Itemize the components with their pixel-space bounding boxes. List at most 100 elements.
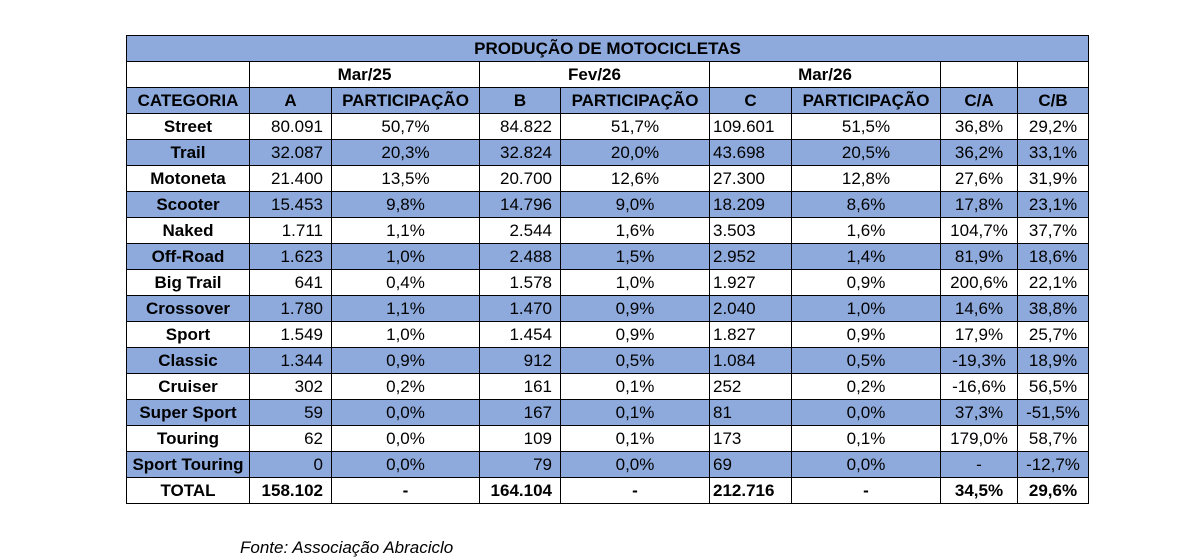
value-cell: 0,1% (560, 399, 710, 426)
value-cell: 0,1% (560, 425, 710, 452)
column-header: CATEGORIA (126, 87, 250, 114)
value-cell: 167 (479, 399, 561, 426)
category-cell: Off-Road (126, 243, 250, 270)
value-cell: 161 (479, 373, 561, 400)
value-cell: 32.824 (479, 139, 561, 166)
value-cell: 302 (249, 373, 332, 400)
value-cell: 50,7% (331, 113, 480, 140)
value-cell: 27.300 (709, 165, 792, 192)
table-row: Classic 1.344 0,9% 912 0,5% 1.084 0,5% -19,3% 18… (126, 347, 1089, 374)
value-cell: 81 (709, 399, 792, 426)
total-row: TOTAL 158.102-164.104-212.716-34,5% 29,6% (126, 477, 1089, 504)
table-row: Big Trail 641 0,4% 1.578 1,0% 1.927 0,9% 200,6%… (126, 269, 1089, 296)
value-cell: 1.084 (709, 347, 792, 374)
value-cell: 34,5% (940, 477, 1018, 504)
category-cell: Sport Touring (126, 451, 250, 478)
value-cell: 79 (479, 451, 561, 478)
value-cell: 0,1% (791, 425, 941, 452)
value-cell: 29,2% (1017, 113, 1089, 140)
value-cell: 22,1% (1017, 269, 1089, 296)
value-cell: 2.040 (709, 295, 792, 322)
value-cell: 58,7% (1017, 425, 1089, 452)
empty-cell (126, 61, 250, 88)
value-cell: 1,0% (791, 295, 941, 322)
column-header: C/B (1017, 87, 1089, 114)
value-cell: 33,1% (1017, 139, 1089, 166)
value-cell: 84.822 (479, 113, 561, 140)
value-cell: 38,8% (1017, 295, 1089, 322)
value-cell: 36,8% (940, 113, 1018, 140)
value-cell: 1,6% (791, 217, 941, 244)
value-cell: 29,6% (1017, 477, 1089, 504)
value-cell: - (791, 477, 941, 504)
production-table: PRODUÇÃO DE MOTOCICLETAS Mar/25 Fev/26 M… (126, 35, 1089, 504)
value-cell: 1.549 (249, 321, 332, 348)
value-cell: -19,3% (940, 347, 1018, 374)
value-cell: 18,9% (1017, 347, 1089, 374)
value-cell: 18,6% (1017, 243, 1089, 270)
value-cell: 17,8% (940, 191, 1018, 218)
table-row: Sport Touring 0 0,0% 79 0,0% 69 0,0% - -12,7% (126, 451, 1089, 478)
value-cell: 1.454 (479, 321, 561, 348)
table-row: Scooter 15.453 9,8% 14.796 9,0% 18.209 8,6% 17,… (126, 191, 1089, 218)
value-cell: -51,5% (1017, 399, 1089, 426)
table-row: Cruiser 302 0,2% 161 0,1% 252 0,2% -16,6% 56,5% (126, 373, 1089, 400)
table-row: Naked 1.711 1,1% 2.544 1,6% 3.503 1,6% 104,7% 37… (126, 217, 1089, 244)
value-cell: 1.470 (479, 295, 561, 322)
column-header: PARTICIPAÇÃO (560, 87, 710, 114)
value-cell: 0,9% (791, 321, 941, 348)
value-cell: 212.716 (709, 477, 792, 504)
value-cell: 0,0% (791, 399, 941, 426)
table-row: Off-Road 1.623 1,0% 2.488 1,5% 2.952 1,4% 81,9%… (126, 243, 1089, 270)
source-note: Fonte: Associação Abraciclo (240, 538, 454, 557)
value-cell: 27,6% (940, 165, 1018, 192)
value-cell: 104,7% (940, 217, 1018, 244)
column-header: C/A (940, 87, 1018, 114)
table-row: Super Sport 59 0,0% 167 0,1% 81 0,0% 37,3% -51,5… (126, 399, 1089, 426)
column-header: PARTICIPAÇÃO (791, 87, 941, 114)
column-header: A (249, 87, 332, 114)
category-cell: Sport (126, 321, 250, 348)
column-header-row: CATEGORIA A PARTICIPAÇÃO B PARTICIPAÇÃO … (126, 87, 1089, 114)
value-cell: 109.601 (709, 113, 792, 140)
value-cell: 62 (249, 425, 332, 452)
value-cell: 0,9% (560, 295, 710, 322)
value-cell: 31,9% (1017, 165, 1089, 192)
value-cell: 0,9% (791, 269, 941, 296)
value-cell: 20.700 (479, 165, 561, 192)
value-cell: 158.102 (249, 477, 332, 504)
value-cell: 17,9% (940, 321, 1018, 348)
value-cell: 0,0% (331, 425, 480, 452)
value-cell: 0,9% (331, 347, 480, 374)
value-cell: 56,5% (1017, 373, 1089, 400)
value-cell: 0,9% (560, 321, 710, 348)
value-cell: 12,6% (560, 165, 710, 192)
value-cell: 1,0% (560, 269, 710, 296)
category-cell: Crossover (126, 295, 250, 322)
value-cell: 51,7% (560, 113, 710, 140)
value-cell: 1,6% (560, 217, 710, 244)
value-cell: 0,5% (560, 347, 710, 374)
value-cell: 18.209 (709, 191, 792, 218)
column-header: C (709, 87, 792, 114)
category-cell: TOTAL (126, 477, 250, 504)
category-cell: Trail (126, 139, 250, 166)
value-cell: 2.488 (479, 243, 561, 270)
value-cell: 0,1% (560, 373, 710, 400)
value-cell: 1.623 (249, 243, 332, 270)
value-cell: 2.952 (709, 243, 792, 270)
value-cell: 1,5% (560, 243, 710, 270)
value-cell: 32.087 (249, 139, 332, 166)
table-row: Crossover 1.780 1,1% 1.470 0,9% 2.040 1,0% 14,6… (126, 295, 1089, 322)
value-cell: 252 (709, 373, 792, 400)
value-cell: 179,0% (940, 425, 1018, 452)
value-cell: 20,5% (791, 139, 941, 166)
value-cell: 200,6% (940, 269, 1018, 296)
value-cell: 173 (709, 425, 792, 452)
period-header: Mar/26 (709, 61, 941, 88)
value-cell: 0,2% (791, 373, 941, 400)
value-cell: 912 (479, 347, 561, 374)
value-cell: 0,0% (331, 399, 480, 426)
value-cell: 1.827 (709, 321, 792, 348)
category-cell: Touring (126, 425, 250, 452)
